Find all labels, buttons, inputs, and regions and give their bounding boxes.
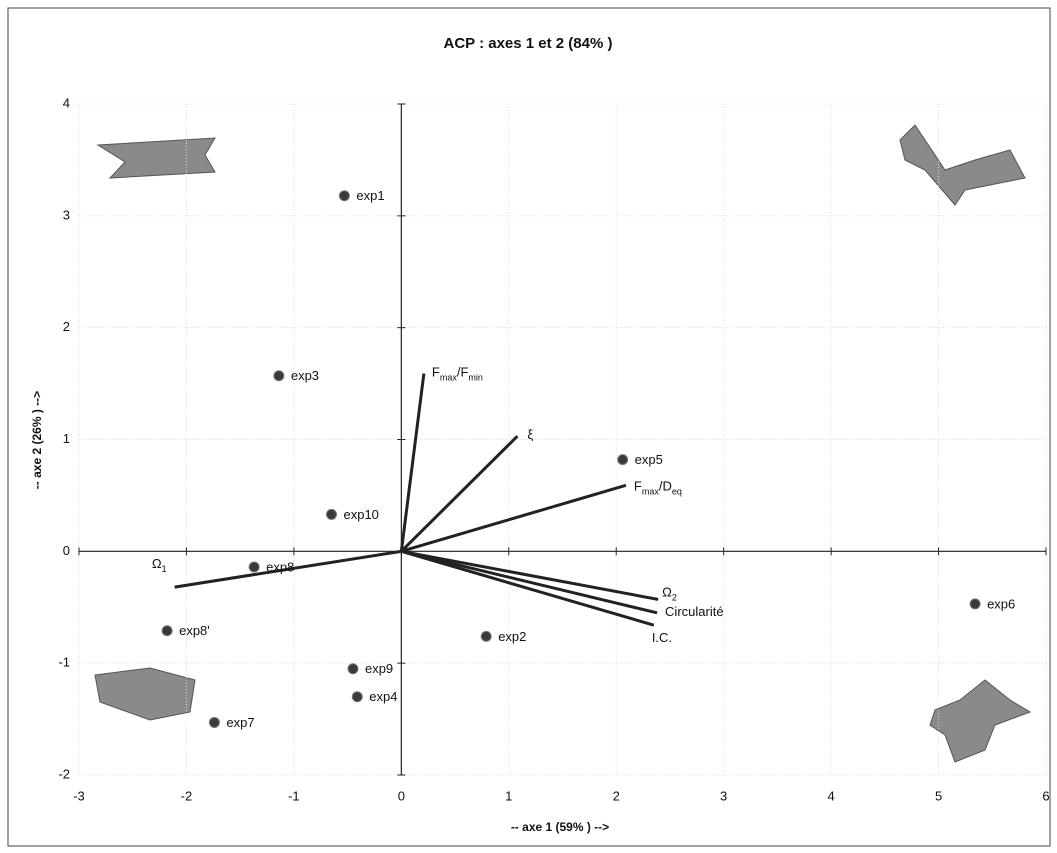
point-label: exp1: [356, 188, 384, 203]
vector-label: ξ: [527, 428, 533, 443]
point: [351, 691, 363, 703]
vector-label: I.C.: [652, 631, 672, 646]
vector-label-part: 2: [672, 593, 677, 603]
vector-label-part: eq: [672, 487, 682, 497]
vector-label-part: F: [634, 479, 642, 494]
x-tick-label: -1: [288, 788, 300, 803]
y-tick-label: 0: [63, 543, 70, 558]
point-label: exp5: [635, 452, 663, 467]
x-tick-label: -3: [73, 788, 85, 803]
point: [338, 190, 350, 202]
y-tick-label: 2: [63, 319, 70, 334]
point-label: exp10: [343, 507, 378, 522]
point-label: exp4: [369, 689, 397, 704]
x-tick-label: 4: [827, 788, 834, 803]
vector-label-part: max: [642, 487, 660, 497]
point-label: exp9: [365, 661, 393, 676]
point-label: exp3: [291, 368, 319, 383]
vector-label: Ω2: [662, 585, 677, 603]
chart-title: ACP : axes 1 et 2 (84% ): [444, 35, 613, 52]
vector-label-part: max: [440, 373, 458, 383]
point-label: exp8: [266, 559, 294, 574]
x-tick-label: 6: [1042, 788, 1049, 803]
vector-label-part: ξ: [527, 428, 533, 443]
shape-block: [94, 667, 196, 721]
y-tick-label: 4: [63, 95, 70, 110]
shape-ribbon: [96, 137, 216, 179]
point-label: exp2: [498, 629, 526, 644]
y-tick-label: -1: [58, 655, 70, 670]
vector-label-part: Circularité: [665, 604, 724, 619]
point-label: exp7: [226, 715, 254, 730]
point: [248, 561, 260, 573]
vector-label-part: /F: [457, 365, 469, 380]
vector-label: Fmax/Deq: [634, 479, 682, 497]
vector-label: Ω1: [152, 557, 167, 575]
x-axis-label: -- axe 1 (59% ) -->: [511, 820, 609, 834]
loading-vector: [400, 549, 655, 627]
shape-rough: [929, 679, 1032, 763]
loading-vector: [174, 549, 402, 589]
loading-vector: [400, 483, 627, 553]
point: [273, 370, 285, 382]
y-tick-label: 1: [63, 431, 70, 446]
vector-label-part: Ω: [662, 585, 672, 600]
x-tick-label: 0: [398, 788, 405, 803]
vector-label-part: I.C.: [652, 631, 672, 646]
y-axis-label: -- axe 2 (26% ) -->: [30, 391, 44, 489]
point: [617, 454, 629, 466]
x-tick-label: 2: [613, 788, 620, 803]
x-tick-label: 3: [720, 788, 727, 803]
point: [480, 630, 492, 642]
point: [969, 598, 981, 610]
y-tick-label: 3: [63, 207, 70, 222]
point-label: exp6: [987, 596, 1015, 611]
x-tick-label: 1: [505, 788, 512, 803]
point: [208, 716, 220, 728]
loading-vector: [399, 373, 426, 552]
vector-label-part: /D: [659, 479, 672, 494]
point: [161, 625, 173, 637]
x-tick-label: -2: [181, 788, 193, 803]
y-tick-label: -2: [58, 766, 70, 781]
shape-illustrations: [94, 124, 1032, 763]
vector-label: Circularité: [665, 604, 724, 619]
shape-bent: [899, 124, 1026, 206]
vector-label: Fmax/Fmin: [432, 365, 483, 383]
point: [347, 663, 359, 675]
loading-vector: [401, 549, 659, 601]
vector-label-part: 1: [162, 564, 167, 574]
vector-label-part: Ω: [152, 557, 162, 572]
point-label: exp8': [179, 623, 210, 638]
x-tick-label: 5: [935, 788, 942, 803]
vector-label-part: F: [432, 365, 440, 380]
loading-vector: [400, 435, 519, 553]
loading-vector: [400, 549, 658, 615]
point: [325, 508, 337, 520]
vector-label-part: min: [468, 373, 483, 383]
